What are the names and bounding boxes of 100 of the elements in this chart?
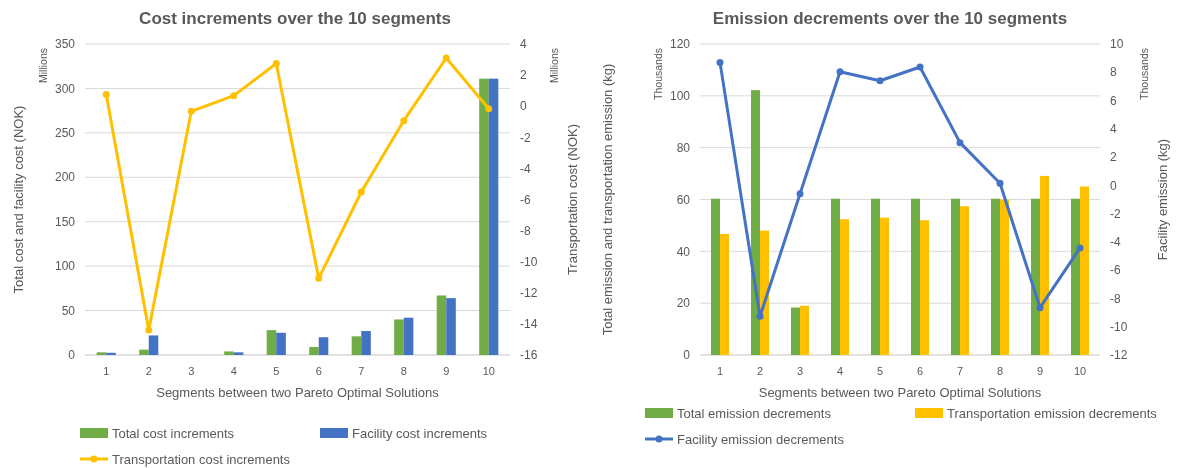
- y2-tick-label: 4: [520, 37, 527, 52]
- point: [485, 105, 493, 113]
- y-tick-label: 250: [54, 126, 76, 141]
- y2-tick-label: 2: [520, 68, 527, 83]
- legend-label: Transportation cost increments: [112, 451, 291, 467]
- x-tick-label: 2: [756, 365, 764, 377]
- bar: [106, 352, 116, 355]
- bar: [1080, 186, 1089, 355]
- y2-axis-title: Facility emission (kg): [1155, 138, 1170, 261]
- point: [916, 63, 924, 71]
- bar: [488, 78, 499, 355]
- bar: [309, 347, 319, 355]
- x-axis-title: Segments between two Pareto Optimal Solutions: [758, 385, 1042, 400]
- y-tick-label: 50: [61, 303, 76, 318]
- point: [187, 107, 195, 115]
- x-tick-label: 5: [273, 365, 280, 377]
- y-tick-label: 100: [54, 259, 76, 274]
- point: [876, 77, 884, 85]
- bar: [720, 233, 729, 355]
- y2-tick-label: -12: [1110, 348, 1128, 363]
- x-tick-label: 5: [876, 365, 884, 377]
- y-tick-label: 80: [676, 140, 691, 155]
- point: [956, 139, 964, 147]
- bar: [224, 351, 234, 355]
- y2-tick-label: 0: [1110, 178, 1117, 193]
- x-tick-label: 10: [482, 365, 495, 377]
- bar: [880, 217, 889, 355]
- y2-tick-label: 6: [1110, 93, 1117, 108]
- bar: [318, 337, 329, 355]
- bar: [911, 198, 920, 355]
- y-tick-label: 150: [54, 214, 76, 229]
- y2-tick-label: -2: [1110, 206, 1121, 221]
- point: [400, 117, 408, 125]
- y2-tick-label: -14: [520, 317, 538, 332]
- bar: [139, 349, 149, 355]
- bar: [1031, 198, 1040, 355]
- point: [1036, 304, 1044, 312]
- y-tick-label: 200: [54, 170, 76, 185]
- x-tick-label: 1: [716, 365, 724, 377]
- y2-tick-label: 0: [520, 99, 527, 114]
- legend-label: Total emission decrements: [677, 405, 832, 421]
- bar: [800, 305, 809, 355]
- bar: [394, 319, 404, 355]
- y-axis-title: Total cost and facility cost (NOK): [11, 105, 26, 294]
- bar: [1000, 199, 1009, 355]
- point: [796, 190, 804, 198]
- y2-tick-label: -10: [1110, 319, 1128, 334]
- y2-tick-label: -10: [520, 254, 538, 269]
- bar: [760, 230, 769, 355]
- y-tick-label: 0: [68, 348, 76, 363]
- y2-tick-label: -8: [520, 223, 531, 238]
- x-tick-label: 8: [996, 365, 1004, 377]
- chart-title: Cost increments over the 10 segments: [139, 9, 451, 28]
- bar: [446, 298, 456, 355]
- text: Thousands: [1138, 48, 1150, 100]
- x-tick-label: 3: [188, 365, 195, 377]
- y-tick-label: 300: [54, 81, 76, 96]
- y-tick-label: 0: [683, 348, 691, 363]
- legend-label: Transportation emission decrements: [947, 405, 1158, 421]
- x-tick-label: 3: [796, 365, 804, 377]
- bar: [351, 336, 362, 355]
- y2-tick-label: -6: [1110, 263, 1121, 278]
- legend-label: Facility cost increments: [352, 425, 488, 441]
- y-axis-title: Total emission and transportation emission (kg): [600, 63, 615, 336]
- bar: [148, 335, 159, 355]
- x-tick-label: 2: [145, 365, 152, 377]
- point: [272, 59, 280, 67]
- bar: [951, 198, 960, 355]
- y2-tick-label: 8: [1110, 65, 1117, 80]
- point: [996, 179, 1004, 187]
- x-tick-label: 7: [358, 365, 365, 377]
- y2-tick-label: -6: [520, 192, 531, 207]
- bar: [751, 90, 760, 355]
- y2-tick-label: -4: [520, 161, 531, 176]
- x-tick-label: 9: [443, 365, 450, 377]
- x-axis-title: Segments between two Pareto Optimal Solutions: [156, 385, 440, 400]
- y2-tick-label: 10: [1110, 37, 1124, 52]
- y2-tick-label: -2: [520, 130, 531, 145]
- bar: [403, 317, 414, 355]
- bar: [920, 220, 929, 355]
- point: [442, 54, 450, 62]
- y2-tick-label: 2: [1110, 150, 1117, 165]
- text: Thousands: [652, 48, 664, 100]
- y2-tick-label: -12: [520, 286, 538, 300]
- point: [1076, 244, 1084, 252]
- x-tick-label: 8: [400, 365, 407, 377]
- point: [357, 188, 365, 196]
- bar: [871, 198, 880, 355]
- bar: [711, 198, 720, 355]
- bar: [840, 219, 849, 355]
- bar: [1071, 198, 1080, 355]
- bar: [831, 198, 840, 355]
- bar: [276, 332, 286, 355]
- y-tick-label: 20: [676, 296, 691, 311]
- y-tick-label: 40: [676, 244, 691, 259]
- text: Millions: [37, 48, 49, 84]
- bar: [361, 331, 371, 355]
- y-tick-label: 100: [669, 89, 691, 104]
- bar: [991, 198, 1000, 355]
- x-tick-label: 10: [1073, 365, 1087, 377]
